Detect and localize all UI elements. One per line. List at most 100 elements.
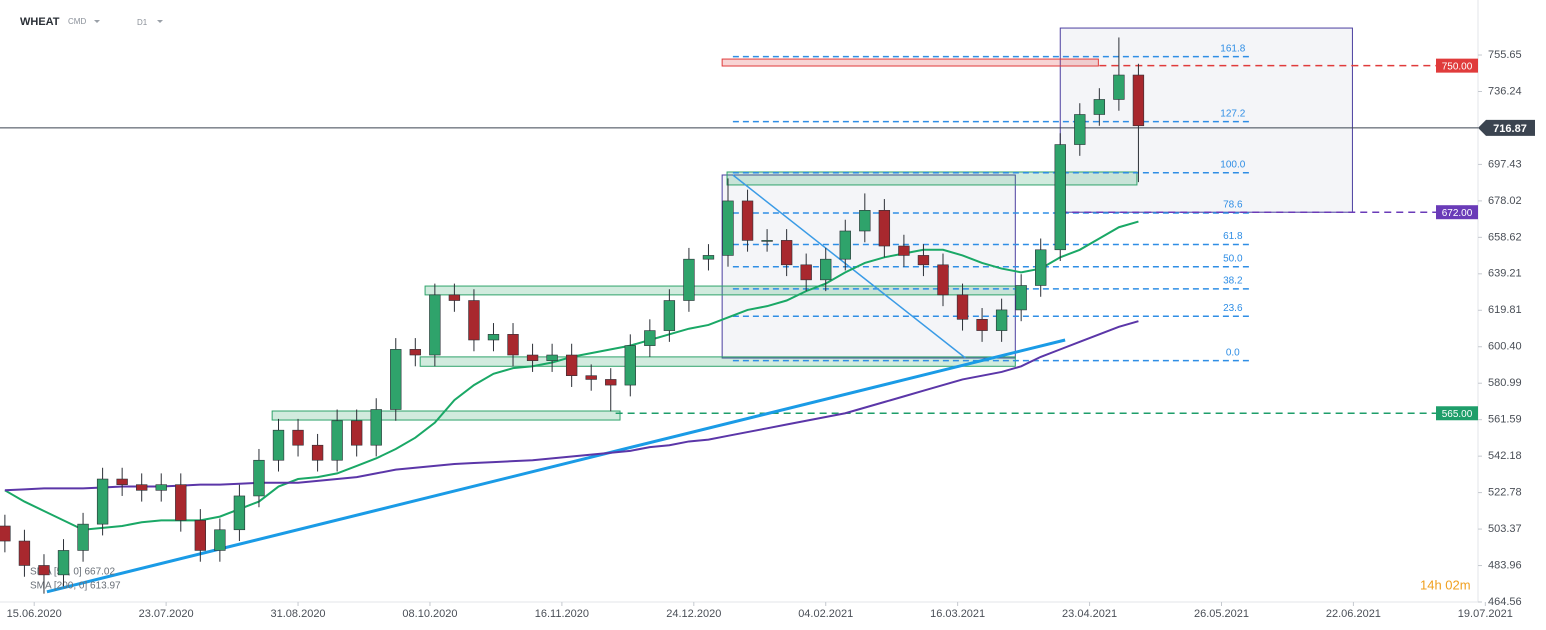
fib-label: 78.6 bbox=[1223, 200, 1243, 211]
dropdown-caret[interactable] bbox=[157, 20, 163, 23]
zone bbox=[726, 171, 1138, 186]
x-tick-label: 24.12.2020 bbox=[666, 608, 721, 620]
moving-average bbox=[4, 320, 1139, 492]
candle-body bbox=[390, 349, 402, 410]
candle-body bbox=[976, 319, 988, 331]
price-tag bbox=[1436, 406, 1478, 421]
y-tick-label: 639.21 bbox=[1488, 268, 1522, 280]
trend-line bbox=[46, 338, 1066, 594]
x-tick-label: 23.07.2020 bbox=[139, 608, 194, 620]
y-tick-label: 503.37 bbox=[1488, 523, 1522, 535]
y-tick-label: 464.56 bbox=[1488, 596, 1522, 608]
candle-body bbox=[898, 245, 910, 256]
timer: 14h 02m bbox=[1420, 577, 1471, 592]
candle-body bbox=[624, 345, 636, 386]
candle-body bbox=[96, 478, 109, 525]
candle-body bbox=[859, 210, 871, 232]
fib-label: 38.2 bbox=[1223, 276, 1243, 287]
y-tick-label: 561.59 bbox=[1488, 414, 1522, 426]
candle-body bbox=[57, 550, 70, 576]
y-tick-label: 678.02 bbox=[1488, 195, 1522, 207]
candle-body bbox=[253, 459, 265, 497]
candle-body bbox=[702, 255, 715, 260]
fib-label: 61.8 bbox=[1223, 231, 1243, 242]
dropdown-caret[interactable] bbox=[94, 20, 100, 23]
x-tick-label: 15.06.2020 bbox=[7, 608, 62, 620]
y-tick-label: 697.43 bbox=[1488, 158, 1522, 170]
x-tick-label: 31.08.2020 bbox=[271, 608, 326, 620]
y-tick-label: 619.81 bbox=[1488, 304, 1522, 316]
candle-body bbox=[585, 375, 597, 380]
candle-body bbox=[370, 409, 382, 446]
y-tick-label: 580.99 bbox=[1488, 377, 1522, 389]
candle-body bbox=[878, 210, 891, 247]
y-tick-label: 483.96 bbox=[1488, 559, 1522, 571]
x-tick-label: 19.07.2021 bbox=[1458, 608, 1513, 620]
candle-body bbox=[214, 529, 226, 551]
candle-body bbox=[663, 300, 676, 331]
candle-body bbox=[272, 429, 285, 461]
candle-body bbox=[233, 495, 246, 531]
y-tick-label: 658.62 bbox=[1488, 231, 1522, 243]
candle-body bbox=[194, 520, 206, 551]
fib-label: 100.0 bbox=[1220, 159, 1245, 170]
candle-body bbox=[1035, 249, 1047, 286]
candle-body bbox=[1132, 74, 1145, 127]
candle-body bbox=[1113, 74, 1125, 100]
candle-body bbox=[409, 349, 421, 356]
candle-body bbox=[468, 300, 480, 341]
candle-body bbox=[722, 200, 734, 256]
candle-body bbox=[741, 200, 754, 241]
candle-body bbox=[526, 354, 539, 361]
x-tick-label: 26.05.2021 bbox=[1194, 608, 1249, 620]
zone bbox=[721, 58, 1099, 67]
y-tick-label: 755.65 bbox=[1488, 49, 1522, 61]
candle-body bbox=[995, 309, 1008, 331]
candle-body bbox=[175, 484, 187, 521]
candle-body bbox=[820, 258, 832, 281]
candle-body bbox=[116, 478, 128, 485]
price-tag-label: 672.00 bbox=[1442, 208, 1473, 219]
candle-body bbox=[311, 444, 324, 461]
candle-body bbox=[38, 565, 50, 576]
current-price-label: 716.87 bbox=[1493, 123, 1527, 135]
candle-body bbox=[0, 525, 11, 542]
fib-label: 0.0 bbox=[1226, 347, 1240, 358]
legend-entry: SMA [200, 0] 613.97 bbox=[30, 581, 121, 592]
candle-body bbox=[761, 240, 773, 242]
current-price-tag bbox=[1478, 119, 1535, 136]
fib-label: 161.8 bbox=[1220, 43, 1245, 54]
candle-body bbox=[683, 258, 695, 301]
candle-body bbox=[77, 523, 89, 551]
fib-label: 127.2 bbox=[1220, 108, 1245, 119]
candle-body bbox=[1074, 114, 1086, 145]
market: CMD bbox=[68, 17, 86, 26]
fib-label: 50.0 bbox=[1223, 253, 1243, 264]
candle-body bbox=[780, 240, 793, 266]
price-tag bbox=[1436, 58, 1478, 73]
candle-body bbox=[546, 354, 558, 361]
fib-label: 23.6 bbox=[1223, 303, 1243, 314]
candle-body bbox=[136, 484, 148, 491]
y-tick-label: 542.18 bbox=[1488, 450, 1522, 462]
interval[interactable]: D1 bbox=[137, 18, 148, 27]
trend-line bbox=[732, 174, 966, 359]
range-box bbox=[1059, 27, 1353, 213]
x-tick-label: 23.04.2021 bbox=[1062, 608, 1117, 620]
candle-body bbox=[956, 294, 969, 320]
candle-body bbox=[448, 294, 461, 301]
candle-body bbox=[507, 334, 519, 356]
candle-body bbox=[800, 264, 812, 281]
symbol: WHEAT bbox=[20, 16, 60, 28]
candle-body bbox=[839, 230, 851, 260]
candle-body bbox=[487, 334, 500, 341]
legend-entry: SMA [50, 0] 667.02 bbox=[30, 567, 115, 578]
y-tick-label: 522.78 bbox=[1488, 487, 1522, 499]
candle-body bbox=[18, 540, 31, 566]
candle-body bbox=[605, 379, 617, 386]
x-tick-label: 16.03.2021 bbox=[930, 608, 985, 620]
candle-body bbox=[429, 294, 441, 356]
price-tag-label: 565.00 bbox=[1442, 409, 1473, 420]
zone bbox=[419, 356, 1016, 367]
